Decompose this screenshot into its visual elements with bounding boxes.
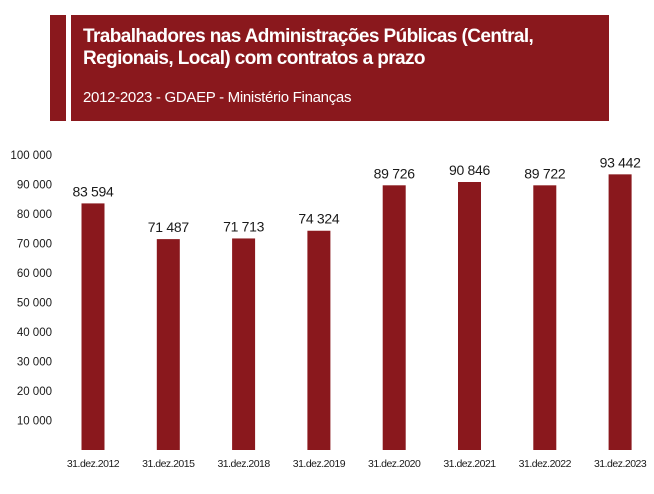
bar-31.dez.2023	[608, 174, 632, 450]
y-tick-label: 20 000	[17, 386, 52, 398]
data-label: 90 846	[449, 162, 491, 178]
bar-31.dez.2022	[533, 185, 557, 450]
x-tick-label: 31.dez.2019	[293, 458, 346, 470]
bar-31.dez.2021	[458, 182, 481, 450]
y-tick-label: 30 000	[17, 357, 52, 369]
chart-header: Trabalhadores nas Administrações Pública…	[71, 15, 609, 121]
chart-subtitle: 2012-2023 - GDAEP - Ministério Finanças	[83, 89, 352, 106]
y-tick-label: 40 000	[17, 327, 52, 339]
y-tick-label: 70 000	[17, 239, 52, 251]
y-tick-label: 80 000	[17, 209, 52, 221]
data-label: 89 726	[374, 165, 416, 181]
header-accent-bar	[50, 15, 66, 121]
x-tick-label: 31.dez.2018	[217, 458, 270, 470]
y-tick-label: 60 000	[17, 268, 52, 280]
chart-title: Trabalhadores nas Administrações Pública…	[83, 26, 534, 69]
y-tick-label: 10 000	[17, 416, 52, 428]
data-label: 71 487	[148, 219, 190, 235]
bar-31.dez.2018	[232, 238, 256, 450]
bar-31.dez.2020	[382, 185, 406, 451]
data-label: 71 713	[223, 218, 265, 234]
x-tick-label: 31.dez.2022	[519, 458, 572, 470]
y-tick-label: 90 000	[17, 180, 52, 192]
y-tick-label: 50 000	[17, 298, 52, 310]
x-tick-label: 31.dez.2021	[443, 458, 496, 470]
x-tick-label: 31.dez.2020	[368, 458, 421, 470]
x-tick-label: 31.dez.2012	[67, 458, 120, 470]
y-tick-label: 100 000	[10, 150, 52, 162]
bar-31.dez.2019	[307, 230, 331, 450]
x-tick-label: 31.dez.2023	[594, 458, 647, 470]
bar-31.dez.2012	[81, 203, 105, 450]
data-label: 74 324	[298, 211, 340, 227]
data-label: 83 594	[72, 183, 114, 199]
data-label: 93 442	[600, 154, 642, 170]
bar-31.dez.2015	[156, 239, 180, 450]
data-label: 89 722	[524, 165, 566, 181]
x-tick-label: 31.dez.2015	[142, 458, 195, 470]
